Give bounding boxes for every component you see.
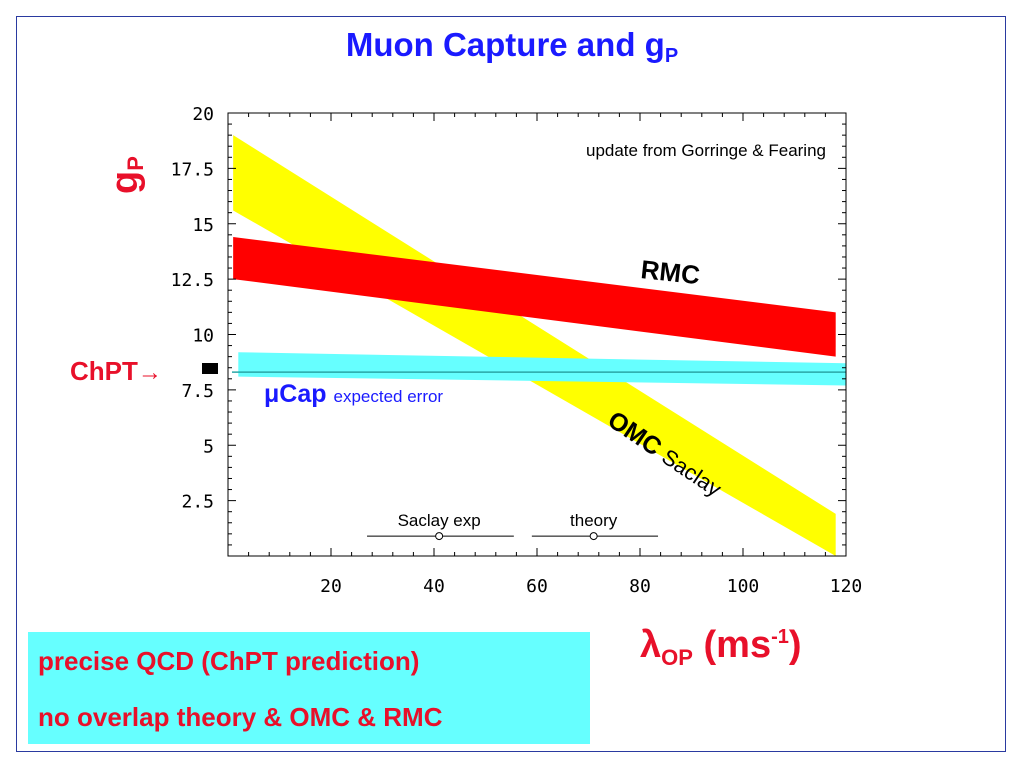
x-tick-label: 60 [526, 576, 548, 597]
mucap-band [238, 352, 847, 386]
update-note: update from Gorringe & Fearing [586, 141, 826, 160]
saclay-exp-marker [435, 532, 444, 541]
y-tick-label: 20 [192, 104, 214, 125]
chpt-marker [202, 363, 218, 374]
rmc-label: RMC [639, 254, 701, 290]
omc-band [233, 135, 836, 556]
notes-box [28, 632, 590, 744]
slide-frame [16, 16, 1006, 752]
y-tick-label: 10 [192, 326, 214, 347]
y-tick-label: 5 [203, 436, 214, 457]
y-tick-label: 12.5 [171, 270, 214, 291]
x-tick-label: 120 [830, 576, 863, 597]
note-line-2: no overlap theory & OMC & RMC [38, 702, 443, 732]
theory-label: theory [570, 511, 618, 530]
y-tick-label: 17.5 [171, 159, 214, 180]
x-tick-label: 40 [423, 576, 445, 597]
saclay-exp-label: Saclay exp [398, 511, 481, 530]
chpt-label: ChPT→ [70, 356, 162, 386]
mucap-label-expected: expected error [333, 387, 443, 406]
y-tick-label: 7.5 [181, 381, 214, 402]
mucap-label: μCap expected error [264, 380, 443, 408]
x-axis-label: λOP (ms-1) [640, 624, 802, 670]
mucap-label-main: μCap [264, 380, 333, 408]
x-tick-label: 100 [727, 576, 760, 597]
y-tick-label: 2.5 [181, 492, 214, 513]
x-tick-label: 20 [320, 576, 342, 597]
rmc-band [233, 237, 836, 357]
theory-marker [589, 532, 598, 541]
slide-title: Muon Capture and gP [345, 26, 679, 67]
x-tick-label: 80 [629, 576, 651, 597]
y-tick-label: 15 [192, 215, 214, 236]
y-axis-label: gP [104, 156, 148, 194]
note-line-1: precise QCD (ChPT prediction) [38, 646, 420, 676]
